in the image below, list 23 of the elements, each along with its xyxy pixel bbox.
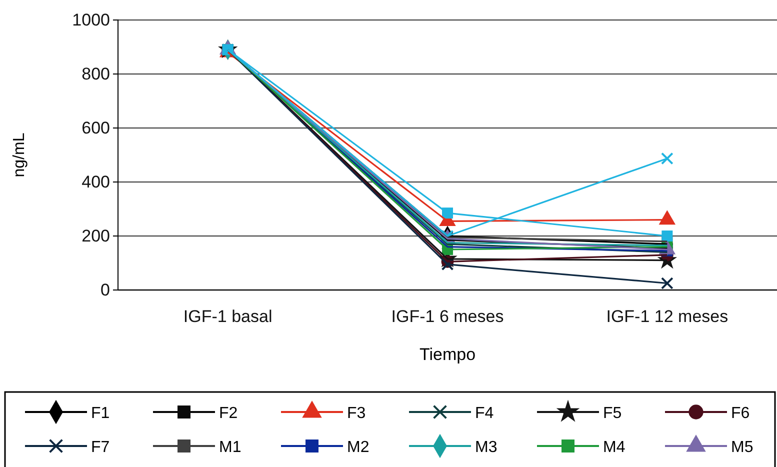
y-tick-label: 800 xyxy=(82,64,110,84)
y-tick-label: 600 xyxy=(82,118,110,138)
legend-label: F5 xyxy=(603,405,622,422)
legend-label: F6 xyxy=(731,405,750,422)
y-tick-label: 0 xyxy=(100,280,110,300)
legend-label: F1 xyxy=(91,405,110,422)
x-tick-label: IGF-1 basal xyxy=(183,307,272,326)
legend-label: M4 xyxy=(603,439,626,456)
x-tick-label: IGF-1 6 meses xyxy=(391,307,504,326)
y-tick-label: 400 xyxy=(82,172,110,192)
legend-label: F7 xyxy=(91,439,110,456)
y-axis-title: ng/mL xyxy=(11,132,28,178)
x-axis-title: Tiempo xyxy=(419,345,476,364)
y-tick-label: 200 xyxy=(82,226,110,246)
legend-label: F4 xyxy=(475,405,494,422)
y-tick-label: 1000 xyxy=(72,10,110,30)
legend-label: M5 xyxy=(731,439,754,456)
legend-label: M2 xyxy=(347,439,370,456)
x-tick-label: IGF-1 12 meses xyxy=(606,307,728,326)
legend-label: M1 xyxy=(219,439,242,456)
legend-label: M3 xyxy=(475,439,498,456)
legend-label: F2 xyxy=(219,405,238,422)
legend-label: F3 xyxy=(347,405,366,422)
